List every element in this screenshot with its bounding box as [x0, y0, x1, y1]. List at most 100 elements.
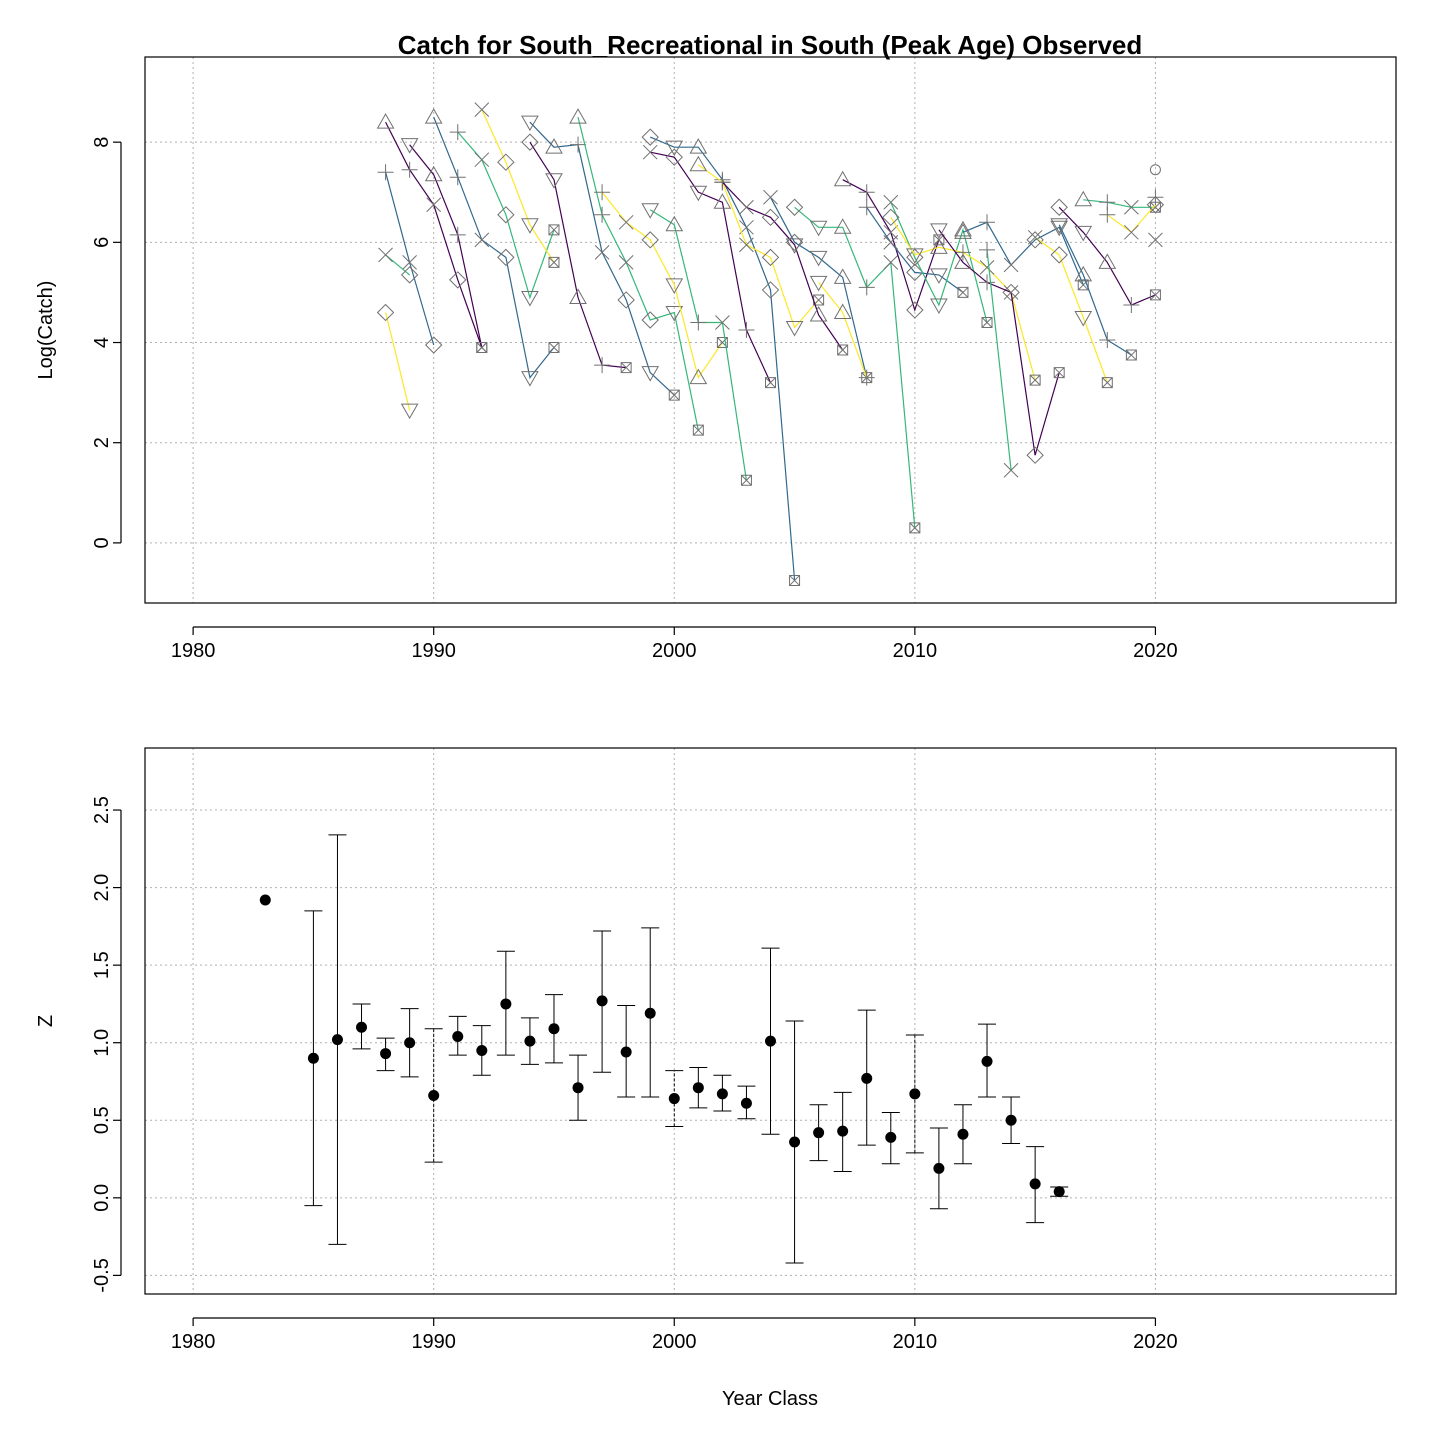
triangle-marker	[1074, 265, 1093, 282]
catch-x-tick-label: 2000	[652, 640, 697, 662]
cohort-line	[481, 109, 555, 263]
plus-marker	[570, 136, 587, 153]
x-marker	[1148, 232, 1163, 248]
x-marker	[402, 255, 417, 270]
cohort-series	[1149, 164, 1161, 176]
cohort-series	[1050, 218, 1137, 361]
z-point	[259, 894, 271, 906]
catch-y-tick-label: 8	[91, 137, 113, 148]
z-point	[1005, 1114, 1017, 1126]
z-estimate	[424, 1028, 443, 1163]
z-estimate	[472, 1025, 491, 1076]
triangle-marker	[809, 305, 828, 322]
diamond-marker	[497, 206, 515, 224]
inv-triangle-marker	[809, 275, 828, 292]
plus-marker	[979, 274, 996, 291]
z-estimate	[929, 1127, 948, 1210]
z-y-axis-label: Z	[35, 1015, 57, 1027]
z-point	[716, 1088, 728, 1100]
cohort-series	[521, 133, 632, 374]
z-point	[476, 1044, 488, 1056]
diamond-marker	[497, 153, 515, 171]
cohort-series	[376, 113, 488, 354]
x-marker	[1027, 229, 1043, 245]
inv-triangle-marker	[641, 366, 660, 382]
triangle-marker	[569, 288, 587, 304]
diamond-marker	[906, 248, 924, 267]
plus-marker	[858, 279, 875, 296]
cohort-series	[1099, 196, 1165, 240]
plus-marker	[954, 244, 971, 261]
inv-triangle-marker	[521, 115, 539, 132]
x-marker	[883, 194, 899, 210]
plus-marker	[714, 174, 731, 191]
cohort-line	[794, 206, 916, 528]
boxed-x-marker	[1053, 367, 1065, 379]
z-estimate	[785, 1020, 804, 1264]
cohort-line	[433, 116, 555, 379]
z-estimate	[617, 1004, 636, 1098]
boxed-x-marker	[668, 389, 680, 401]
cohort-series	[424, 108, 560, 387]
cohort-series	[569, 108, 704, 436]
diamond-marker	[665, 148, 683, 166]
triangle-marker	[689, 138, 708, 154]
triangle-marker	[833, 268, 852, 284]
x-marker	[474, 102, 490, 117]
z-estimate	[905, 1034, 924, 1154]
diamond-marker	[785, 198, 804, 216]
catch-y-axis-label: Log(Catch)	[35, 281, 57, 380]
cohort-line	[818, 282, 868, 378]
inv-triangle-marker	[1074, 310, 1093, 327]
cohort-series	[594, 184, 728, 385]
cohort-series	[400, 138, 488, 354]
z-point	[765, 1035, 776, 1047]
plus-marker	[1099, 332, 1116, 349]
z-y-tick-label: -0.5	[91, 1258, 113, 1292]
diamond-marker	[1146, 196, 1165, 214]
cohort-series	[1050, 198, 1161, 313]
plus-marker	[594, 206, 611, 223]
z-estimate	[1002, 1096, 1021, 1145]
triangle-marker	[689, 368, 708, 385]
boxed-x-marker	[548, 256, 560, 268]
x-marker	[739, 237, 754, 253]
cohort-line	[650, 151, 772, 383]
z-estimate	[881, 1112, 900, 1165]
z-estimate	[1050, 1186, 1069, 1198]
z-estimate	[737, 1085, 756, 1120]
circle-marker	[1149, 164, 1161, 176]
triangle-marker	[954, 223, 972, 239]
triangle-marker	[954, 253, 972, 269]
x-marker	[1124, 224, 1139, 240]
x-marker	[618, 214, 634, 230]
x-marker	[763, 189, 778, 205]
z-y-tick-label: 1.5	[91, 951, 113, 979]
triangle-marker	[1074, 190, 1093, 207]
z-estimate	[857, 1009, 876, 1146]
inv-triangle-marker	[665, 278, 684, 294]
diamond-marker	[376, 303, 395, 322]
z-x-tick-label: 1980	[171, 1331, 216, 1353]
catch-panel: 1980 1990 2000 2010 2020 0 2 4 6 8 Log(Catch)	[35, 56, 1397, 662]
inv-triangle-marker	[1074, 225, 1093, 242]
plus-marker	[858, 184, 875, 201]
z-x-tick-label: 2020	[1133, 1331, 1178, 1353]
diamond-marker	[761, 248, 780, 267]
z-estimate	[448, 1015, 467, 1056]
x-marker	[1003, 462, 1019, 478]
diamond-marker	[641, 311, 659, 329]
z-estimate	[689, 1067, 708, 1109]
z-estimate	[1026, 1146, 1045, 1224]
plus-marker	[690, 314, 707, 331]
z-point	[644, 1007, 656, 1019]
diamond-marker	[449, 271, 467, 289]
diamond-marker	[521, 133, 539, 151]
boxed-x-marker	[1149, 201, 1161, 213]
inv-triangle-marker	[809, 220, 828, 237]
z-estimate	[376, 1037, 395, 1072]
boxed-x-marker	[620, 362, 632, 374]
z-point	[596, 995, 608, 1007]
cohort-series	[449, 124, 560, 307]
